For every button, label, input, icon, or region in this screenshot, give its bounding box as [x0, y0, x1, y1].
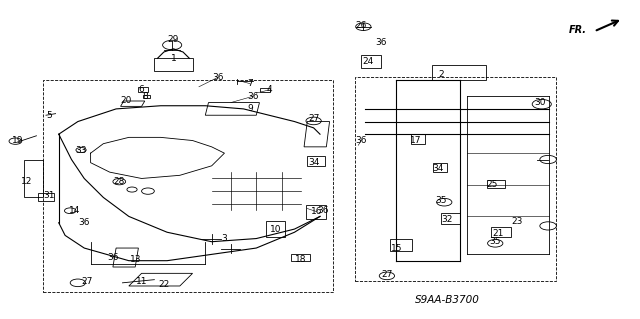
Text: 21: 21: [493, 229, 504, 238]
Text: 8: 8: [142, 92, 148, 101]
Text: 22: 22: [158, 280, 170, 289]
Text: 34: 34: [432, 165, 444, 174]
Text: 25: 25: [486, 180, 498, 189]
Text: 9: 9: [247, 104, 253, 113]
Text: 15: 15: [390, 243, 402, 253]
Text: 11: 11: [136, 277, 147, 286]
Text: 35: 35: [435, 196, 447, 205]
Text: 19: 19: [12, 136, 23, 145]
Text: 16: 16: [311, 207, 323, 216]
Text: 4: 4: [266, 85, 272, 94]
Text: 24: 24: [362, 57, 373, 66]
Text: 7: 7: [247, 79, 253, 88]
Text: 1: 1: [171, 54, 176, 63]
Text: 36: 36: [317, 206, 329, 215]
Text: 27: 27: [82, 277, 93, 286]
Text: 36: 36: [375, 38, 387, 47]
Text: 17: 17: [410, 136, 421, 145]
Text: 3: 3: [221, 234, 227, 243]
Text: 14: 14: [69, 206, 81, 215]
Text: FR.: FR.: [568, 26, 586, 35]
Text: 12: 12: [21, 177, 33, 186]
Text: 20: 20: [120, 97, 131, 106]
Text: 31: 31: [44, 191, 55, 200]
Text: 32: 32: [442, 215, 453, 224]
Text: 26: 26: [356, 21, 367, 30]
Text: 5: 5: [46, 111, 52, 120]
Text: 23: 23: [512, 217, 524, 226]
Text: 10: 10: [269, 225, 281, 234]
Text: 27: 27: [381, 271, 392, 279]
Text: 36: 36: [247, 92, 259, 101]
Text: 28: 28: [113, 177, 125, 186]
Text: 34: 34: [308, 158, 319, 167]
Text: 36: 36: [356, 136, 367, 145]
Text: 27: 27: [308, 114, 319, 123]
Text: 13: 13: [129, 255, 141, 263]
Text: 18: 18: [295, 255, 307, 263]
Text: 35: 35: [490, 237, 501, 246]
Text: 6: 6: [139, 85, 145, 94]
Text: 30: 30: [534, 98, 545, 107]
Text: 2: 2: [438, 70, 444, 78]
Text: S9AA-B3700: S9AA-B3700: [415, 295, 480, 305]
Text: 33: 33: [76, 145, 87, 154]
Text: 36: 36: [107, 253, 118, 262]
Text: 36: 36: [212, 73, 224, 82]
Text: 29: 29: [168, 35, 179, 44]
Text: 36: 36: [79, 218, 90, 227]
